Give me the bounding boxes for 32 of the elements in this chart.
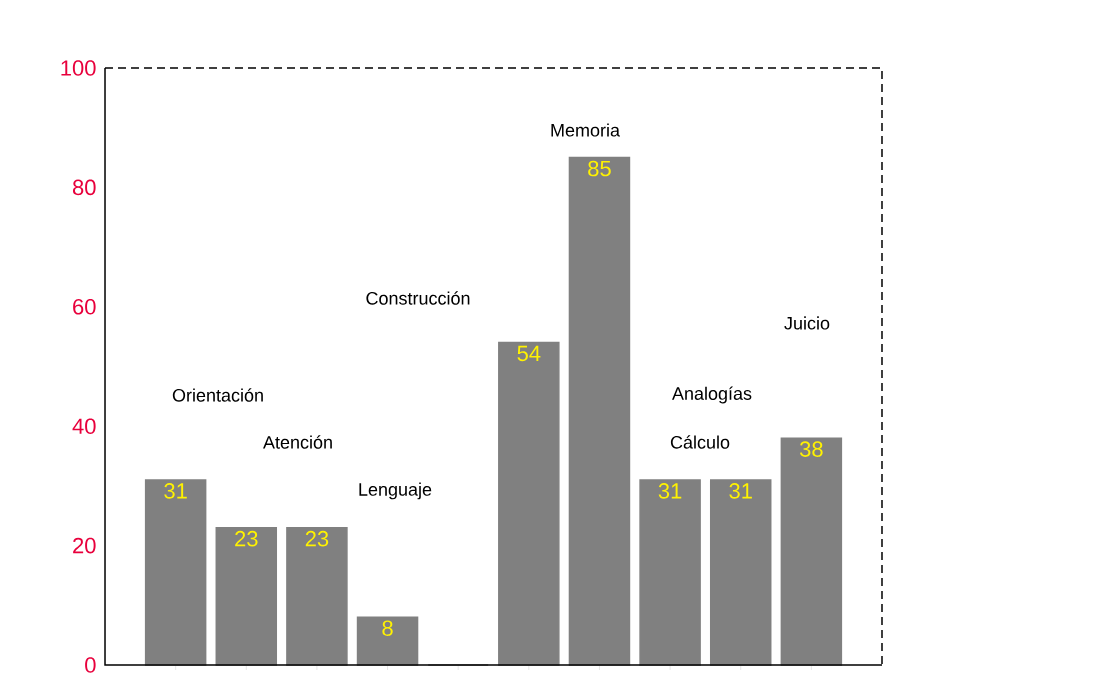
y-tick-label: 60 bbox=[73, 298, 96, 315]
bar bbox=[356, 616, 419, 666]
annotation: Cálculo bbox=[670, 435, 730, 449]
y-tick-label: 80 bbox=[72, 179, 96, 196]
data-label: 54 bbox=[517, 345, 541, 362]
bar bbox=[286, 526, 348, 666]
bar bbox=[780, 437, 843, 666]
data-label: 38 bbox=[799, 441, 823, 457]
data-label: 23 bbox=[235, 530, 258, 547]
y-tick-label: 100 bbox=[61, 60, 96, 76]
y-tick-label: 20 bbox=[73, 537, 96, 554]
data-label: 31 bbox=[658, 483, 682, 499]
data-label: 31 bbox=[164, 483, 187, 499]
bar bbox=[498, 341, 560, 666]
annotation: Lenguaje bbox=[359, 482, 432, 500]
y-tick-label: 0 bbox=[85, 657, 96, 673]
bar bbox=[639, 479, 701, 666]
bar bbox=[215, 526, 278, 666]
bar bbox=[709, 479, 772, 666]
data-label: 8 bbox=[382, 620, 393, 637]
annotation: Juicio bbox=[784, 316, 830, 330]
annotation: Analogías bbox=[672, 386, 752, 404]
bar bbox=[144, 479, 207, 666]
data-label: 85 bbox=[588, 160, 611, 177]
annotation: Atención bbox=[263, 435, 332, 449]
annotation: Orientación bbox=[172, 388, 263, 402]
annotation: Memoria bbox=[551, 123, 620, 137]
annotation: Construcción bbox=[366, 291, 470, 305]
data-label: 31 bbox=[729, 483, 752, 499]
bar bbox=[568, 156, 631, 666]
y-tick-label: 40 bbox=[72, 418, 96, 434]
data-label: 23 bbox=[305, 530, 329, 547]
